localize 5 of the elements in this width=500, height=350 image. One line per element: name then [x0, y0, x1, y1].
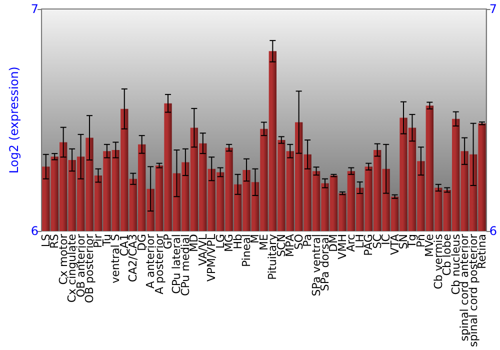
x-tick-label: Retina — [476, 234, 489, 270]
y2-tick-label: 6 — [489, 224, 498, 238]
y-axis-title: Log2 (expression) — [7, 66, 21, 174]
y2-tick-label: 7 — [489, 2, 498, 16]
x-tick-label: OB posterior — [83, 234, 96, 304]
